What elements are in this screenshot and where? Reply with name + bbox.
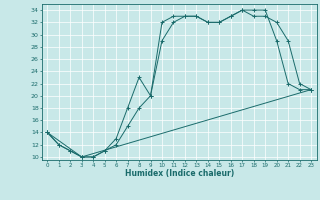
- X-axis label: Humidex (Indice chaleur): Humidex (Indice chaleur): [124, 169, 234, 178]
